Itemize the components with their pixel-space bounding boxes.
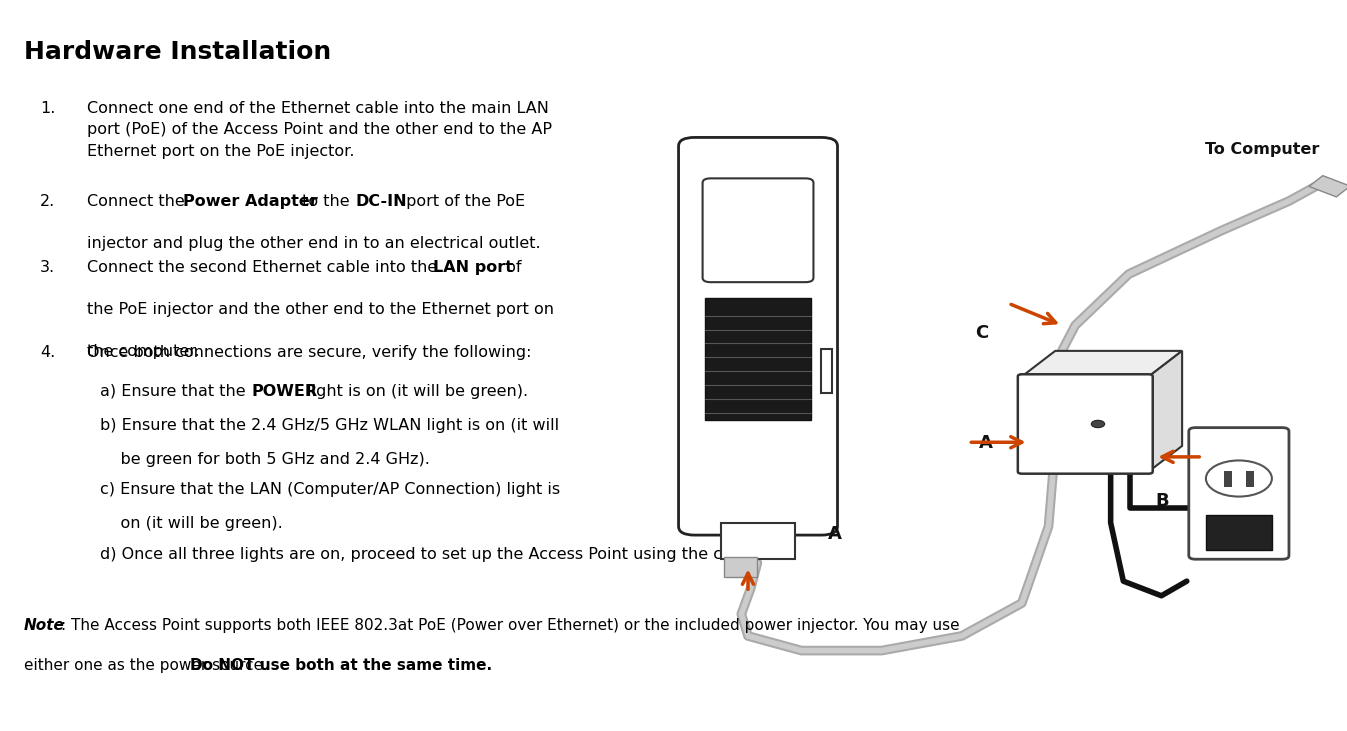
Bar — [1246, 471, 1254, 488]
Text: to the: to the — [296, 194, 354, 209]
Text: POWER: POWER — [251, 384, 318, 399]
Bar — [1224, 471, 1233, 488]
Text: the computer.: the computer. — [86, 344, 199, 360]
FancyBboxPatch shape — [703, 178, 814, 282]
Text: C: C — [975, 324, 989, 341]
Text: Once both connections are secure, verify the following:: Once both connections are secure, verify… — [86, 345, 531, 360]
Text: either one as the power source.: either one as the power source. — [24, 658, 273, 673]
FancyBboxPatch shape — [1189, 428, 1289, 559]
Text: injector and plug the other end in to an electrical outlet.: injector and plug the other end in to an… — [86, 236, 540, 251]
Text: the PoE injector and the other end to the Ethernet port on: the PoE injector and the other end to th… — [86, 302, 554, 317]
Text: light is on (it will be green).: light is on (it will be green). — [302, 384, 528, 399]
Text: Connect one end of the Ethernet cable into the main LAN
port (PoE) of the Access: Connect one end of the Ethernet cable in… — [86, 101, 552, 159]
Text: b) Ensure that the 2.4 GHz/5 GHz WLAN light is on (it will: b) Ensure that the 2.4 GHz/5 GHz WLAN li… — [100, 418, 559, 433]
Bar — [721, 523, 795, 559]
Text: Connect the: Connect the — [86, 194, 190, 209]
Text: A: A — [828, 525, 842, 542]
Text: : The Access Point supports both IEEE 802.3at PoE (Power over Ethernet) or the i: : The Access Point supports both IEEE 80… — [62, 618, 960, 633]
Circle shape — [1206, 461, 1272, 496]
Text: Hardware Installation: Hardware Installation — [24, 40, 331, 64]
Text: B: B — [1156, 492, 1169, 510]
Bar — [723, 557, 757, 577]
Text: Power Adapter: Power Adapter — [183, 194, 318, 209]
Text: port of the PoE: port of the PoE — [400, 194, 525, 209]
FancyBboxPatch shape — [1018, 374, 1153, 474]
Text: LAN port: LAN port — [432, 260, 513, 275]
Text: Note: Note — [24, 618, 65, 633]
Text: 3.: 3. — [40, 260, 55, 275]
Bar — [822, 349, 832, 393]
Text: a) Ensure that the: a) Ensure that the — [100, 384, 251, 399]
Text: on (it will be green).: on (it will be green). — [100, 516, 283, 531]
Text: 4.: 4. — [40, 345, 55, 360]
Text: 1.: 1. — [40, 101, 55, 116]
Text: c) Ensure that the LAN (Computer/AP Connection) light is: c) Ensure that the LAN (Computer/AP Conn… — [100, 482, 560, 498]
Text: Connect the second Ethernet cable into the: Connect the second Ethernet cable into t… — [86, 260, 442, 275]
Text: of: of — [501, 260, 521, 275]
Text: 2.: 2. — [40, 194, 55, 209]
Bar — [1206, 515, 1272, 550]
Text: d) Once all three lights are on, proceed to set up the Access Point using the co: d) Once all three lights are on, proceed… — [100, 547, 795, 562]
Text: DC-IN: DC-IN — [356, 194, 407, 209]
FancyBboxPatch shape — [679, 137, 838, 535]
Text: To Computer: To Computer — [1206, 142, 1320, 157]
Circle shape — [1091, 420, 1105, 428]
Text: be green for both 5 GHz and 2.4 GHz).: be green for both 5 GHz and 2.4 GHz). — [100, 452, 430, 467]
Bar — [706, 298, 811, 420]
Polygon shape — [1022, 351, 1183, 376]
Bar — [1309, 175, 1347, 197]
Polygon shape — [1149, 351, 1183, 471]
Text: Do NOT use both at the same time.: Do NOT use both at the same time. — [190, 658, 492, 673]
Text: A: A — [978, 434, 993, 452]
